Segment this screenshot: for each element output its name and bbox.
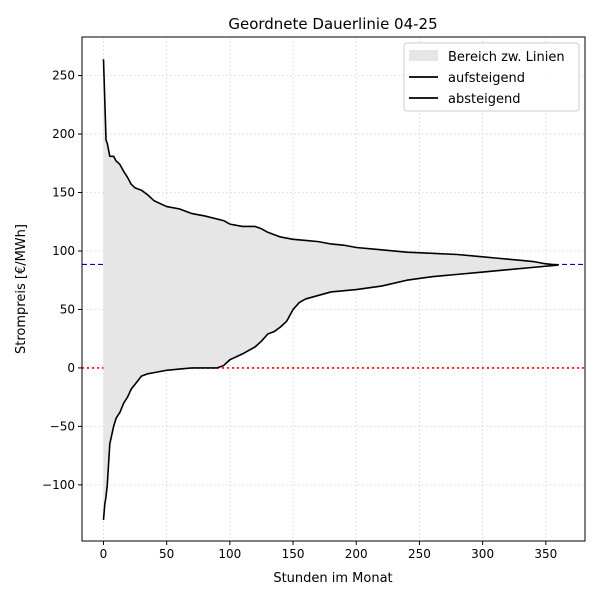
y-tick-label: 100 (52, 244, 75, 258)
x-axis-label: Stunden im Monat (273, 571, 392, 586)
plot-frame (81, 36, 586, 542)
x-axis-ticks: 0 50 100 150 200 250 300 350 (100, 541, 557, 561)
x-tick-label: 350 (534, 547, 557, 561)
x-tick-label: 50 (159, 547, 174, 561)
series-line-absteigend (102, 59, 559, 266)
legend: Bereich zw. Linien aufsteigend absteigen… (403, 42, 580, 112)
x-tick-label: 200 (345, 547, 368, 561)
x-tick-label: 250 (408, 547, 431, 561)
x-tick-label: 100 (218, 547, 241, 561)
legend-label-descending: absteigend (448, 92, 520, 107)
y-tick-label: 200 (52, 127, 75, 141)
chart-title: Geordnete Dauerlinie 04-25 (228, 15, 437, 33)
x-tick-label: 0 (100, 547, 108, 561)
legend-label-ascending: aufsteigend (448, 71, 525, 86)
legend-fill-swatch (409, 50, 438, 61)
y-tick-label: 250 (52, 69, 75, 83)
y-tick-label: 0 (67, 361, 75, 375)
y-tick-label: −100 (42, 478, 75, 492)
legend-label-area: Bereich zw. Linien (448, 50, 565, 65)
x-tick-label: 300 (471, 547, 494, 561)
y-tick-label: 50 (60, 302, 75, 316)
x-tick-label: 150 (282, 547, 305, 561)
series-layer (102, 59, 559, 521)
legend-box (403, 42, 580, 112)
area-between-lines (103, 59, 559, 520)
y-axis-ticks: −100 −50 0 50 100 150 200 250 (42, 69, 82, 492)
y-tick-label: 150 (52, 186, 75, 200)
y-tick-label: −50 (50, 419, 75, 433)
y-axis-label: Strompreis [€/MWh] (14, 224, 29, 354)
series-line-aufsteigend (102, 264, 559, 521)
